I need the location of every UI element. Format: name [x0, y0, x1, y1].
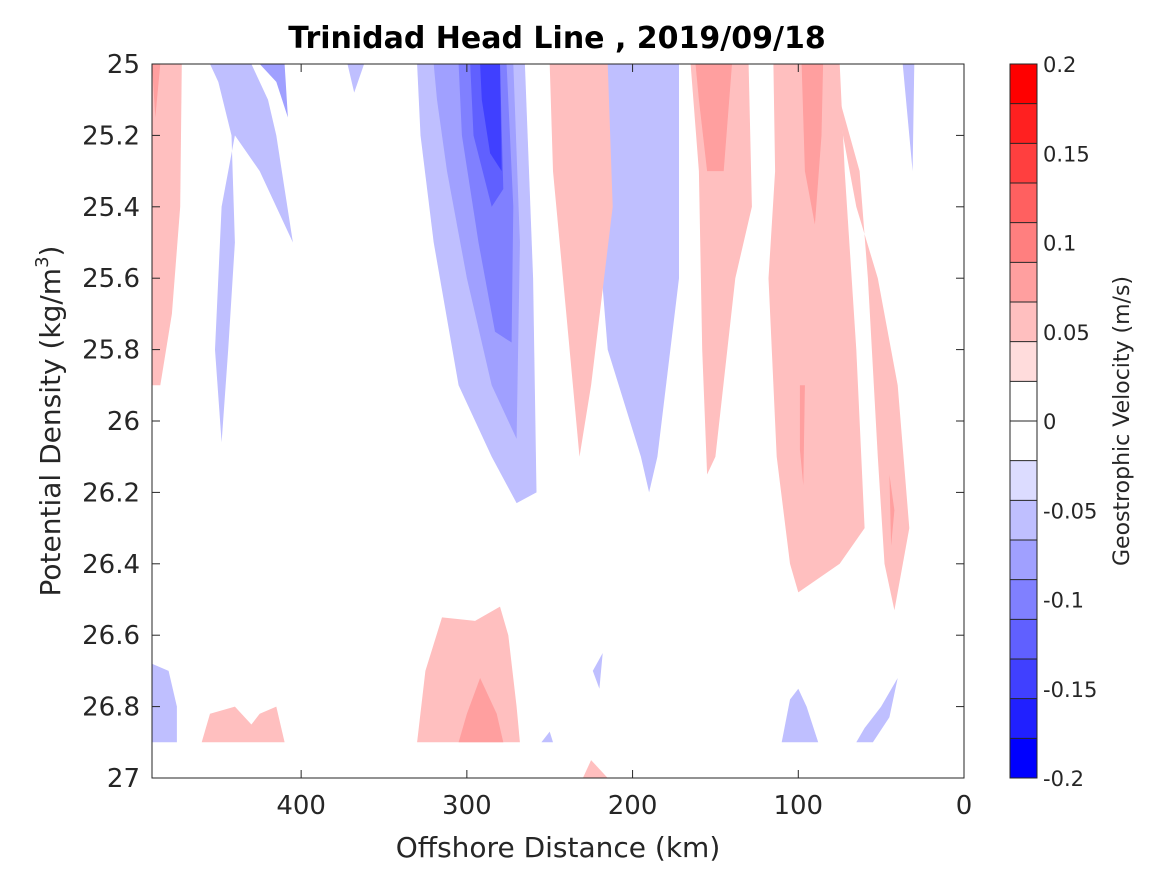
colorbar-cell [1010, 381, 1037, 422]
y-tick-label: 25 [107, 50, 140, 80]
y-axis-ticks: 25 25.2 25.4 25.6 25.8 26 26.2 26.4 26.6 26.8 27 [82, 50, 964, 794]
contour-region-pos-band-230 [549, 64, 613, 457]
colorbar-cell [1010, 421, 1037, 462]
contour-regions [152, 64, 915, 778]
colorbar-tick-label: 0.15 [1043, 142, 1090, 166]
chart-title: Trinidad Head Line , 2019/09/18 [288, 21, 825, 56]
colorbar-tick-label: -0.15 [1043, 678, 1097, 702]
colorbar-cell [1010, 540, 1037, 581]
y-tick-label: 26.4 [82, 550, 140, 580]
y-tick-label: 26.2 [82, 478, 140, 508]
contour-region-pos-deep-west [201, 706, 285, 743]
y-tick-label: 27 [107, 764, 140, 794]
y-axis-label: Potential Density (kg/m3) [32, 246, 67, 597]
colorbar-cell [1010, 698, 1037, 739]
contour-region-pos-west-edge [152, 64, 182, 386]
colorbar-cell [1010, 103, 1037, 144]
x-tick-label: 300 [442, 791, 492, 821]
contour-region-pos-band-100-core [801, 64, 824, 225]
colorbar-tick-label: 0.2 [1043, 53, 1076, 77]
x-tick-label: 200 [608, 791, 658, 821]
colorbar-cell [1010, 183, 1037, 224]
y-tick-label: 25.6 [82, 264, 140, 294]
colorbar-tick-label: -0.05 [1043, 499, 1097, 523]
colorbar-tick-label: 0.05 [1043, 321, 1090, 345]
contour-region-neg-small-370 [347, 64, 365, 93]
contour-region-neg-west-core [259, 64, 288, 118]
colorbar-tick-label: 0 [1043, 410, 1056, 434]
y-axis-label-suffix: ) [34, 246, 67, 257]
x-tick-label: 0 [956, 791, 973, 821]
colorbar-cell [1010, 222, 1037, 263]
contour-region-neg-deep-50 [856, 678, 898, 743]
colorbar-cell [1010, 738, 1037, 779]
contour-region-neg-band-200 [596, 64, 679, 493]
colorbar-label: Geostrophic Velocity (m/s) [1110, 276, 1135, 566]
contour-region-neg-deep-west [152, 663, 177, 743]
contour-region-neg-deep-250 [541, 731, 553, 743]
contour-region-pos-band-60-thread [889, 474, 895, 546]
contour-region-pos-band-150-core [695, 64, 732, 172]
x-axis-label: Offshore Distance (km) [396, 831, 721, 864]
colorbar-cell [1010, 341, 1037, 382]
y-tick-label: 25.4 [82, 193, 140, 223]
x-tick-label: 100 [773, 791, 823, 821]
contour-region-pos-band-60 [839, 99, 910, 611]
contour-region-neg-small-35 [902, 64, 915, 172]
x-tick-label: 400 [276, 791, 326, 821]
contour-region-pos-band-150 [690, 64, 752, 475]
colorbar-cell [1010, 64, 1037, 105]
colorbar-cell [1010, 579, 1037, 620]
colorbar: -0.2 -0.15 -0.1 -0.05 0 0.05 0.1 0.15 0.2 [1009, 53, 1097, 791]
y-tick-label: 25.2 [82, 121, 140, 151]
y-tick-label: 25.8 [82, 336, 140, 366]
colorbar-tick-label: -0.1 [1043, 589, 1084, 613]
colorbar-cell [1010, 460, 1037, 501]
colorbar-cells [1010, 64, 1037, 779]
colorbar-cell [1010, 619, 1037, 660]
contour-region-neg-jet-core [480, 64, 502, 172]
colorbar-tick-label: -0.2 [1043, 767, 1084, 791]
colorbar-tick-label: 0.1 [1043, 232, 1076, 256]
contour-region-neg-deep-100 [781, 688, 819, 743]
x-axis-ticks: 400 300 200 100 0 [276, 64, 972, 821]
colorbar-cell [1010, 143, 1037, 184]
contour-region-pos-band-100-thread [799, 385, 805, 486]
y-axis-label-main: Potential Density (kg/m [34, 268, 67, 597]
contour-region-pos-band-100 [768, 64, 865, 593]
contour-region-neg-small-220 [592, 653, 603, 689]
contour-region-pos-west-edge-core [152, 64, 161, 118]
plot-area: 400 300 200 100 0 25 25.2 25.4 25.6 25.8 26 26.2 26… [82, 50, 972, 821]
colorbar-cell [1010, 262, 1037, 303]
colorbar-frame [1009, 63, 1038, 779]
y-tick-label: 26 [107, 407, 140, 437]
contour-region-neg-west-band [210, 64, 293, 443]
colorbar-cell [1010, 659, 1037, 700]
contour-region-pos-deep-300-core [458, 678, 504, 743]
colorbar-ticks: -0.2 -0.15 -0.1 -0.05 0 0.05 0.1 0.15 0.2 [1043, 53, 1097, 791]
colorbar-cell [1010, 302, 1037, 343]
colorbar-cell [1010, 500, 1037, 541]
contour-region-pos-deep-220 [582, 760, 608, 778]
y-tick-label: 26.8 [82, 693, 140, 723]
y-tick-label: 26.6 [82, 621, 140, 651]
y-axis-label-superscript: 3 [32, 256, 53, 267]
